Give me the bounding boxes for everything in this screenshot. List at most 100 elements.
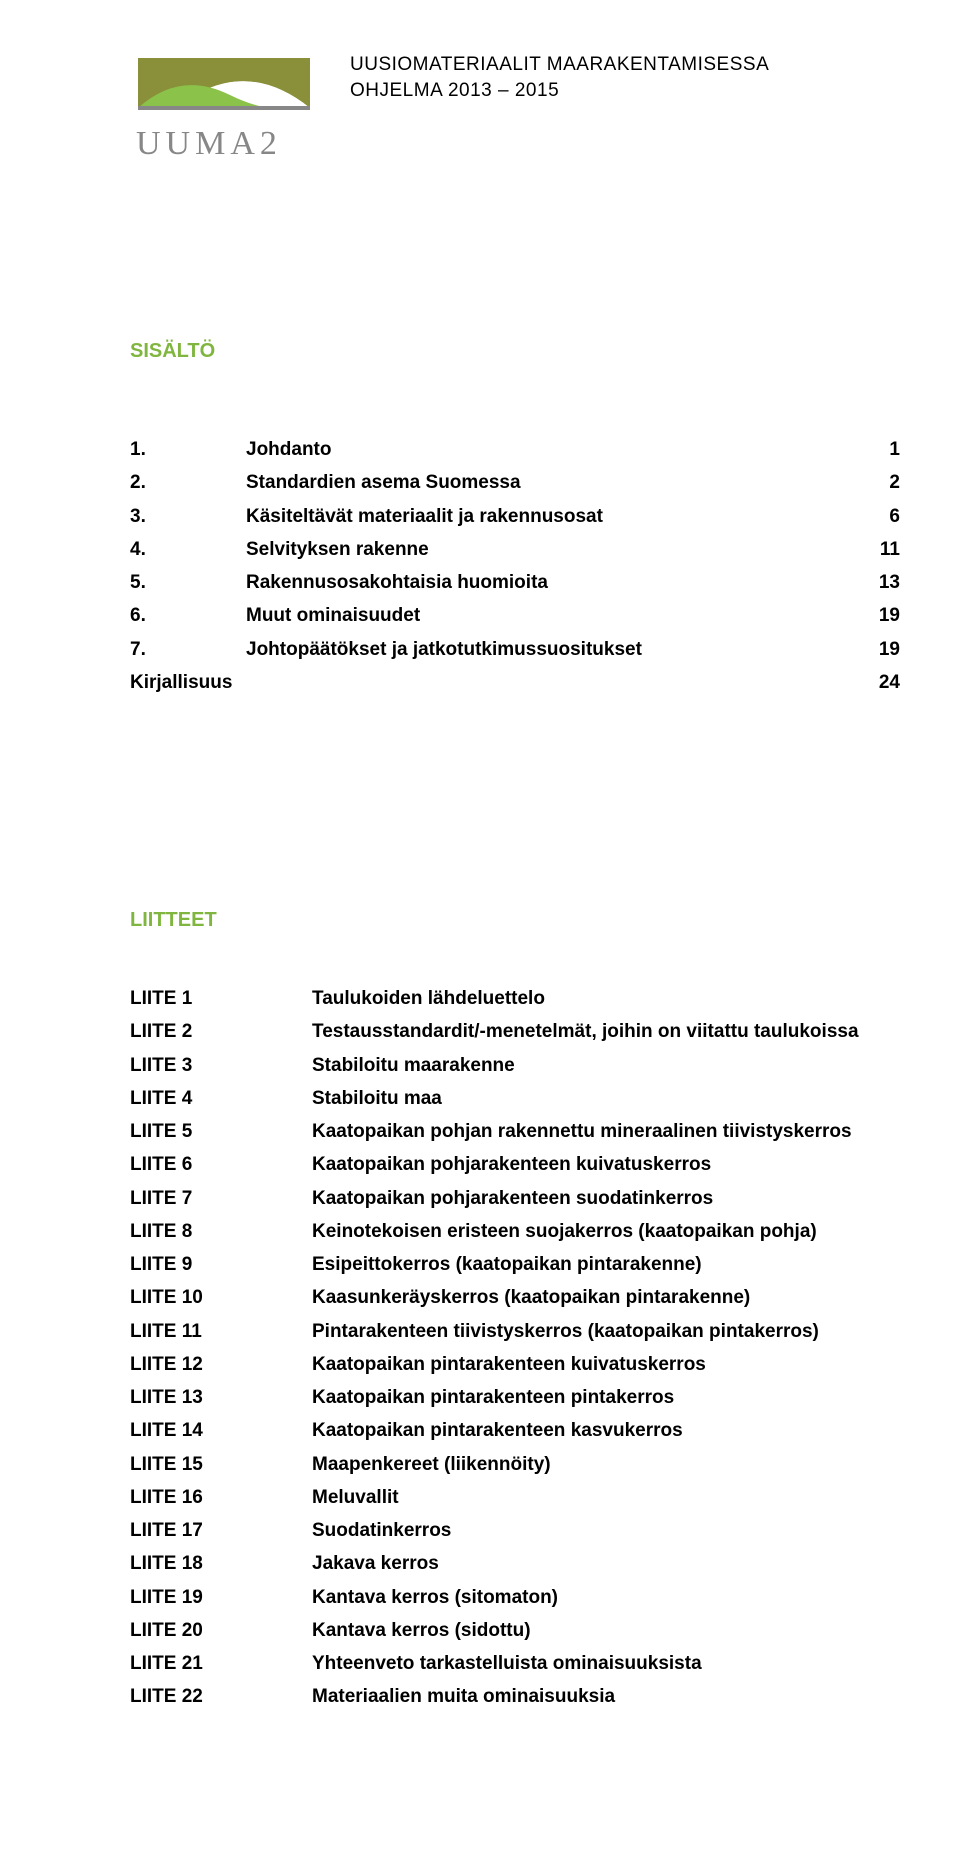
toc-page: 13 <box>830 566 900 599</box>
attachment-key: LIITE 15 <box>130 1448 312 1481</box>
attachment-value: Meluvallit <box>312 1481 900 1514</box>
attachment-row: LIITE 3Stabiloitu maarakenne <box>130 1049 900 1082</box>
toc-page: 1 <box>830 433 900 466</box>
page: UUMA2 UUSIOMATERIAALIT MAARAKENTAMISESSA… <box>0 0 960 1853</box>
attachment-value: Taulukoiden lähdeluettelo <box>312 982 900 1015</box>
attachment-row: LIITE 12Kaatopaikan pintarakenteen kuiva… <box>130 1348 900 1381</box>
attachment-value: Kaatopaikan pohjarakenteen suodatinkerro… <box>312 1182 900 1215</box>
toc-page: 19 <box>830 599 900 632</box>
header-line1: UUSIOMATERIAALIT MAARAKENTAMISESSA <box>350 52 769 78</box>
toc-label: Selvityksen rakenne <box>246 533 830 566</box>
attachment-key: LIITE 6 <box>130 1148 312 1181</box>
toc-num: 1. <box>130 433 246 466</box>
toc-num: 3. <box>130 500 246 533</box>
attachment-key: LIITE 13 <box>130 1381 312 1414</box>
attachment-row: LIITE 11Pintarakenteen tiivistyskerros (… <box>130 1315 900 1348</box>
attachment-key: LIITE 3 <box>130 1049 312 1082</box>
attachment-key: LIITE 7 <box>130 1182 312 1215</box>
toc-num: 5. <box>130 566 246 599</box>
toc-row: 1.Johdanto1 <box>130 433 900 466</box>
attachment-key: LIITE 12 <box>130 1348 312 1381</box>
attachment-row: LIITE 22Materiaalien muita ominaisuuksia <box>130 1680 900 1713</box>
toc-row: 6.Muut ominaisuudet19 <box>130 599 900 632</box>
attachment-row: LIITE 6Kaatopaikan pohjarakenteen kuivat… <box>130 1148 900 1181</box>
attachment-row: LIITE 13Kaatopaikan pintarakenteen pinta… <box>130 1381 900 1414</box>
table-of-contents: 1.Johdanto12.Standardien asema Suomessa2… <box>130 433 900 699</box>
attachment-key: LIITE 2 <box>130 1015 312 1048</box>
toc-page: 19 <box>830 633 900 666</box>
toc-row: 7.Johtopäätökset ja jatkotutkimussuositu… <box>130 633 900 666</box>
attachment-value: Keinotekoisen eristeen suojakerros (kaat… <box>312 1215 900 1248</box>
attachment-key: LIITE 22 <box>130 1680 312 1713</box>
attachment-value: Suodatinkerros <box>312 1514 900 1547</box>
attachment-value: Kaasunkeräyskerros (kaatopaikan pintarak… <box>312 1281 900 1314</box>
toc-tail-page: 24 <box>830 666 900 699</box>
toc-row: 2.Standardien asema Suomessa2 <box>130 466 900 499</box>
toc-label: Johdanto <box>246 433 830 466</box>
toc-label: Johtopäätökset ja jatkotutkimussuosituks… <box>246 633 830 666</box>
logo-text: UUMA2 <box>136 125 282 162</box>
toc-tail-row: Kirjallisuus 24 <box>130 666 900 699</box>
attachment-row: LIITE 2Testausstandardit/-menetelmät, jo… <box>130 1015 900 1048</box>
attachment-row: LIITE 19Kantava kerros (sitomaton) <box>130 1581 900 1614</box>
attachment-value: Pintarakenteen tiivistyskerros (kaatopai… <box>312 1315 900 1348</box>
logo: UUMA2 <box>130 50 350 170</box>
attachment-row: LIITE 14Kaatopaikan pintarakenteen kasvu… <box>130 1414 900 1447</box>
attachment-value: Stabiloitu maa <box>312 1082 900 1115</box>
attachment-row: LIITE 8Keinotekoisen eristeen suojakerro… <box>130 1215 900 1248</box>
attachment-value: Kantava kerros (sidottu) <box>312 1614 900 1647</box>
attachment-value: Kaatopaikan pohjan rakennettu mineraalin… <box>312 1115 900 1148</box>
attachment-value: Kaatopaikan pintarakenteen kuivatuskerro… <box>312 1348 900 1381</box>
uuma2-logo: UUMA2 <box>130 50 330 170</box>
attachment-key: LIITE 9 <box>130 1248 312 1281</box>
sisalto-title: SISÄLTÖ <box>130 340 900 363</box>
attachment-key: LIITE 16 <box>130 1481 312 1514</box>
attachment-row: LIITE 1Taulukoiden lähdeluettelo <box>130 982 900 1015</box>
attachment-row: LIITE 15Maapenkereet (liikennöity) <box>130 1448 900 1481</box>
attachment-key: LIITE 10 <box>130 1281 312 1314</box>
toc-num: 6. <box>130 599 246 632</box>
toc-label: Standardien asema Suomessa <box>246 466 830 499</box>
attachment-value: Kantava kerros (sitomaton) <box>312 1581 900 1614</box>
toc-num: 4. <box>130 533 246 566</box>
header-text: UUSIOMATERIAALIT MAARAKENTAMISESSA OHJEL… <box>350 50 769 103</box>
attachment-key: LIITE 20 <box>130 1614 312 1647</box>
attachment-key: LIITE 11 <box>130 1315 312 1348</box>
attachment-row: LIITE 4Stabiloitu maa <box>130 1082 900 1115</box>
attachment-row: LIITE 10Kaasunkeräyskerros (kaatopaikan … <box>130 1281 900 1314</box>
attachment-value: Materiaalien muita ominaisuuksia <box>312 1680 900 1713</box>
attachment-key: LIITE 1 <box>130 982 312 1015</box>
attachment-row: LIITE 18Jakava kerros <box>130 1547 900 1580</box>
attachment-row: LIITE 20Kantava kerros (sidottu) <box>130 1614 900 1647</box>
page-header: UUMA2 UUSIOMATERIAALIT MAARAKENTAMISESSA… <box>130 50 900 170</box>
attachment-key: LIITE 19 <box>130 1581 312 1614</box>
toc-label: Muut ominaisuudet <box>246 599 830 632</box>
attachment-key: LIITE 5 <box>130 1115 312 1148</box>
toc-tail-label: Kirjallisuus <box>130 666 830 699</box>
attachment-value: Maapenkereet (liikennöity) <box>312 1448 900 1481</box>
attachment-value: Kaatopaikan pintarakenteen kasvukerros <box>312 1414 900 1447</box>
attachment-row: LIITE 21Yhteenveto tarkastelluista omina… <box>130 1647 900 1680</box>
attachment-value: Jakava kerros <box>312 1547 900 1580</box>
toc-page: 2 <box>830 466 900 499</box>
attachment-row: LIITE 17Suodatinkerros <box>130 1514 900 1547</box>
attachment-key: LIITE 17 <box>130 1514 312 1547</box>
toc-num: 7. <box>130 633 246 666</box>
toc-page: 6 <box>830 500 900 533</box>
toc-row: 3.Käsiteltävät materiaalit ja rakennusos… <box>130 500 900 533</box>
attachment-row: LIITE 5Kaatopaikan pohjan rakennettu min… <box>130 1115 900 1148</box>
attachment-key: LIITE 21 <box>130 1647 312 1680</box>
attachment-row: LIITE 16Meluvallit <box>130 1481 900 1514</box>
attachment-value: Stabiloitu maarakenne <box>312 1049 900 1082</box>
attachment-key: LIITE 4 <box>130 1082 312 1115</box>
attachment-row: LIITE 9Esipeittokerros (kaatopaikan pint… <box>130 1248 900 1281</box>
toc-row: 4.Selvityksen rakenne11 <box>130 533 900 566</box>
toc-page: 11 <box>830 533 900 566</box>
attachment-value: Esipeittokerros (kaatopaikan pintarakenn… <box>312 1248 900 1281</box>
attachments-list: LIITE 1Taulukoiden lähdeluetteloLIITE 2T… <box>130 982 900 1714</box>
attachment-key: LIITE 8 <box>130 1215 312 1248</box>
attachment-value: Yhteenveto tarkastelluista ominaisuuksis… <box>312 1647 900 1680</box>
toc-label: Rakennusosakohtaisia huomioita <box>246 566 830 599</box>
toc-row: 5.Rakennusosakohtaisia huomioita13 <box>130 566 900 599</box>
header-line2: OHJELMA 2013 – 2015 <box>350 78 769 104</box>
